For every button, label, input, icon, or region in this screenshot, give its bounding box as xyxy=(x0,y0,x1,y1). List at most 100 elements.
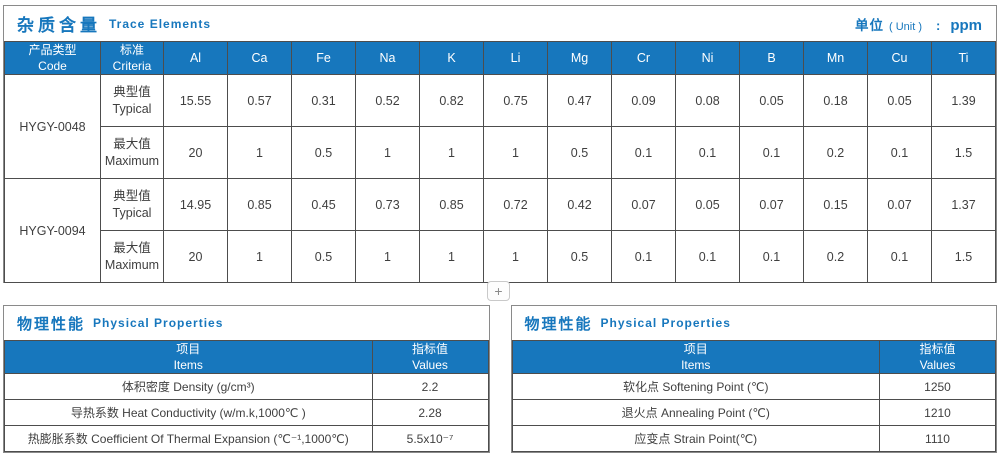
values-header-en: Values xyxy=(919,358,956,373)
items-header-en: Items xyxy=(681,358,711,373)
value-cell: 0.09 xyxy=(611,74,676,128)
table-row: 最大值 Maximum 20 1 0.5 1 1 1 0.5 0.1 0.1 0.1 0.2 0.1 1.5 xyxy=(5,126,996,180)
physical-properties-left-section: 物理性能 Physical Properties 项目 Items 指标值 Va… xyxy=(3,305,490,453)
criteria-cell: 最大值 Maximum xyxy=(100,126,164,180)
value-cell: 0.82 xyxy=(419,74,484,128)
table-row: HYGY-0094 典型值 Typical 14.95 0.85 0.45 0.73 0.85… xyxy=(4,178,996,284)
value-cell: 0.5 xyxy=(547,126,612,180)
table-row: 退火点 Annealing Point (℃) 1210 xyxy=(511,399,996,427)
value-cell: 1.39 xyxy=(931,74,996,128)
value-cell: 1 xyxy=(355,126,420,180)
value-cell: 0.05 xyxy=(675,178,740,232)
column-header-mn: Mn xyxy=(803,40,868,76)
column-header-items: 项目 Items xyxy=(511,339,880,375)
physical-right-title: 物理性能 Physical Properties xyxy=(512,306,997,340)
column-header-li: Li xyxy=(483,40,548,76)
value-cell: 0.1 xyxy=(739,126,804,180)
values-header-zh: 指标值 xyxy=(919,342,956,356)
column-header-fe: Fe xyxy=(291,40,356,76)
value-cell: 2.28 xyxy=(371,399,489,427)
value-cell: 1250 xyxy=(879,373,996,401)
table-row: 软化点 Softening Point (℃) 1250 xyxy=(511,373,996,401)
column-header-cr: Cr xyxy=(611,40,676,76)
value-cell: 0.85 xyxy=(227,178,292,232)
column-header-ca: Ca xyxy=(227,40,292,76)
value-cell: 0.75 xyxy=(483,74,548,128)
value-cell: 0.57 xyxy=(227,74,292,128)
value-cell: 0.05 xyxy=(739,74,804,128)
column-header-ti: Ti xyxy=(931,40,996,76)
value-cell: 0.07 xyxy=(739,178,804,232)
unit-colon: : xyxy=(935,17,941,33)
section-title-en: Trace Elements xyxy=(109,16,212,31)
section-title-en: Physical Properties xyxy=(93,316,224,330)
value-cell: 0.85 xyxy=(419,178,484,232)
item-cell: 导热系数 Heat Conductivity (w/m.k,1000℃ ) xyxy=(4,399,373,427)
items-header-zh: 项目 xyxy=(683,342,708,356)
value-cell: 0.1 xyxy=(867,126,932,180)
unit-label-en: ( Unit ) xyxy=(888,20,922,33)
trace-header-row: 产品类型 Code 标准 Criteria Al Ca Fe Na K Li Mg Cr Ni B… xyxy=(4,40,996,76)
column-header-values: 指标值 Values xyxy=(879,339,996,375)
column-header-code: 产品类型 Code xyxy=(4,40,101,76)
physical-header-row: 项目 Items 指标值 Values xyxy=(511,339,996,375)
value-cell: 14.95 xyxy=(163,178,228,232)
value-cell: 0.1 xyxy=(675,230,740,284)
criteria-cell: 典型值 Typical xyxy=(100,74,164,128)
criteria-cell: 最大值 Maximum xyxy=(100,230,164,284)
item-cell: 体积密度 Density (g/cm³) xyxy=(4,373,373,401)
value-cell: 0.1 xyxy=(611,230,676,284)
product-code-cell: HYGY-0048 xyxy=(4,74,101,180)
value-cell: 0.05 xyxy=(867,74,932,128)
value-cell: 0.42 xyxy=(547,178,612,232)
trace-elements-table: 产品类型 Code 标准 Criteria Al Ca Fe Na K Li Mg Cr Ni B… xyxy=(4,40,996,284)
value-cell: 0.1 xyxy=(675,126,740,180)
value-cell: 0.47 xyxy=(547,74,612,128)
value-cell: 0.2 xyxy=(803,126,868,180)
physical-header-row: 项目 Items 指标值 Values xyxy=(4,339,489,375)
values-header-zh: 指标值 xyxy=(411,342,448,356)
value-cell: 1110 xyxy=(879,425,996,453)
column-header-code-en: Code xyxy=(38,59,67,74)
unit-label: 单位 ( Unit ) : ppm xyxy=(855,14,982,34)
column-header-criteria-en: Criteria xyxy=(112,59,152,74)
value-cell: 1.5 xyxy=(931,230,996,284)
column-header-k: K xyxy=(419,40,484,76)
value-cell: 0.52 xyxy=(355,74,420,128)
value-cell: 1.37 xyxy=(931,178,996,232)
table-row: 应变点 Strain Point(℃) 1110 xyxy=(511,425,996,453)
value-cell: 20 xyxy=(163,230,228,284)
item-cell: 热膨胀系数 Coefficient Of Thermal Expansion (… xyxy=(4,425,373,453)
value-cell: 0.45 xyxy=(291,178,356,232)
value-cell: 0.5 xyxy=(291,126,356,180)
value-cell: 0.5 xyxy=(291,230,356,284)
items-header-zh: 项目 xyxy=(176,342,201,356)
value-cell: 15.55 xyxy=(163,74,228,128)
section-title-zh: 物理性能 xyxy=(524,315,593,333)
value-cell: 1 xyxy=(227,126,292,180)
unit-value: ppm xyxy=(950,16,982,34)
column-header-mg: Mg xyxy=(547,40,612,76)
product-code-cell: HYGY-0094 xyxy=(4,178,101,284)
criteria-zh: 典型值 xyxy=(113,85,151,99)
value-cell: 1 xyxy=(419,126,484,180)
column-header-criteria: 标准 Criteria xyxy=(100,40,164,76)
column-header-b: B xyxy=(739,40,804,76)
physical-properties-row: 物理性能 Physical Properties 项目 Items 指标值 Va… xyxy=(3,305,997,453)
table-row: 导热系数 Heat Conductivity (w/m.k,1000℃ ) 2.2… xyxy=(4,399,489,427)
criteria-cell: 典型值 Typical xyxy=(100,178,164,232)
table-row: 最大值 Maximum 20 1 0.5 1 1 1 0.5 0.1 0.1 0.1 0.2 0.1 1.5 xyxy=(5,230,996,284)
criteria-zh: 最大值 xyxy=(113,241,151,255)
table-row: 热膨胀系数 Coefficient Of Thermal Expansion (… xyxy=(4,425,489,453)
trace-section-title: 杂质含量 Trace Elements 单位 ( Unit ) : ppm xyxy=(4,6,996,41)
column-header-criteria-zh: 标准 xyxy=(119,43,144,57)
value-cell: 20 xyxy=(163,126,228,180)
item-cell: 软化点 Softening Point (℃) xyxy=(511,373,880,401)
value-cell: 0.1 xyxy=(611,126,676,180)
physical-left-title: 物理性能 Physical Properties xyxy=(4,306,489,340)
criteria-zh: 典型值 xyxy=(113,189,151,203)
criteria-en: Maximum xyxy=(104,257,160,272)
column-header-cu: Cu xyxy=(867,40,932,76)
value-cell: 0.2 xyxy=(803,230,868,284)
add-button[interactable]: + xyxy=(487,281,510,301)
